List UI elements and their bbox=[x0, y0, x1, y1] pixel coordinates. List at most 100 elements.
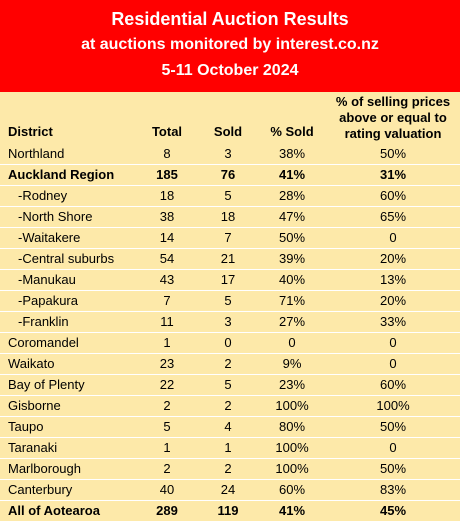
header-pct-above-line: rating valuation bbox=[326, 126, 460, 142]
cell-total: 18 bbox=[136, 186, 198, 207]
cell-pct-sold: 100% bbox=[258, 396, 326, 417]
cell-pct-sold: 38% bbox=[258, 144, 326, 165]
cell-pct-above-valuation: 83% bbox=[326, 480, 460, 501]
cell-total: 38 bbox=[136, 207, 198, 228]
cell-total: 43 bbox=[136, 270, 198, 291]
cell-sold: 17 bbox=[198, 270, 258, 291]
cell-pct-sold: 100% bbox=[258, 459, 326, 480]
cell-total: 54 bbox=[136, 249, 198, 270]
cell-total: 8 bbox=[136, 144, 198, 165]
cell-pct-above-valuation: 65% bbox=[326, 207, 460, 228]
cell-pct-sold: 50% bbox=[258, 228, 326, 249]
cell-pct-sold: 47% bbox=[258, 207, 326, 228]
cell-sold: 1 bbox=[198, 438, 258, 459]
cell-pct-sold: 23% bbox=[258, 375, 326, 396]
cell-pct-sold: 39% bbox=[258, 249, 326, 270]
cell-total: 5 bbox=[136, 417, 198, 438]
cell-district: Taupo bbox=[0, 417, 136, 438]
cell-district: Auckland Region bbox=[0, 165, 136, 186]
cell-pct-above-valuation: 50% bbox=[326, 417, 460, 438]
cell-sold: 4 bbox=[198, 417, 258, 438]
results-table: District Total Sold % Sold % of selling … bbox=[0, 92, 460, 521]
cell-pct-above-valuation: 0 bbox=[326, 354, 460, 375]
cell-pct-above-valuation: 20% bbox=[326, 249, 460, 270]
cell-sold: 3 bbox=[198, 144, 258, 165]
cell-total: 22 bbox=[136, 375, 198, 396]
cell-sold: 5 bbox=[198, 291, 258, 312]
cell-district: Canterbury bbox=[0, 480, 136, 501]
cell-pct-above-valuation: 100% bbox=[326, 396, 460, 417]
report-subtitle: at auctions monitored by interest.co.nz bbox=[0, 32, 460, 58]
cell-sold: 7 bbox=[198, 228, 258, 249]
cell-pct-above-valuation: 13% bbox=[326, 270, 460, 291]
cell-sold: 18 bbox=[198, 207, 258, 228]
cell-total: 2 bbox=[136, 396, 198, 417]
cell-pct-sold: 41% bbox=[258, 165, 326, 186]
cell-district: Coromandel bbox=[0, 333, 136, 354]
cell-district: Northland bbox=[0, 144, 136, 165]
cell-sold: 119 bbox=[198, 501, 258, 521]
cell-total: 1 bbox=[136, 333, 198, 354]
cell-pct-sold: 100% bbox=[258, 438, 326, 459]
cell-pct-above-valuation: 0 bbox=[326, 438, 460, 459]
cell-pct-sold: 71% bbox=[258, 291, 326, 312]
cell-pct-sold: 28% bbox=[258, 186, 326, 207]
cell-district: -Waitakere bbox=[0, 228, 136, 249]
cell-total: 185 bbox=[136, 165, 198, 186]
cell-district: Marlborough bbox=[0, 459, 136, 480]
header-pct-above-valuation: % of selling prices above or equal to ra… bbox=[326, 92, 460, 144]
report-dates: 5-11 October 2024 bbox=[0, 58, 460, 84]
cell-pct-above-valuation: 45% bbox=[326, 501, 460, 521]
cell-pct-above-valuation: 60% bbox=[326, 186, 460, 207]
cell-district: -Manukau bbox=[0, 270, 136, 291]
cell-pct-above-valuation: 0 bbox=[326, 333, 460, 354]
cell-total: 7 bbox=[136, 291, 198, 312]
cell-pct-above-valuation: 50% bbox=[326, 459, 460, 480]
cell-pct-sold: 40% bbox=[258, 270, 326, 291]
cell-district: Bay of Plenty bbox=[0, 375, 136, 396]
cell-pct-sold: 41% bbox=[258, 501, 326, 521]
cell-district: All of Aotearoa bbox=[0, 501, 136, 521]
cell-pct-sold: 80% bbox=[258, 417, 326, 438]
cell-sold: 3 bbox=[198, 312, 258, 333]
cell-total: 23 bbox=[136, 354, 198, 375]
report-title: Residential Auction Results bbox=[0, 6, 460, 32]
header-total: Total bbox=[136, 92, 198, 144]
cell-district: Taranaki bbox=[0, 438, 136, 459]
cell-sold: 5 bbox=[198, 186, 258, 207]
cell-sold: 2 bbox=[198, 459, 258, 480]
cell-total: 14 bbox=[136, 228, 198, 249]
cell-pct-sold: 60% bbox=[258, 480, 326, 501]
cell-district: Gisborne bbox=[0, 396, 136, 417]
cell-pct-above-valuation: 0 bbox=[326, 228, 460, 249]
cell-pct-above-valuation: 60% bbox=[326, 375, 460, 396]
cell-pct-above-valuation: 20% bbox=[326, 291, 460, 312]
cell-pct-sold: 0 bbox=[258, 333, 326, 354]
cell-district: -Rodney bbox=[0, 186, 136, 207]
cell-sold: 5 bbox=[198, 375, 258, 396]
cell-district: Waikato bbox=[0, 354, 136, 375]
header-pct-sold: % Sold bbox=[258, 92, 326, 144]
cell-sold: 0 bbox=[198, 333, 258, 354]
cell-total: 2 bbox=[136, 459, 198, 480]
cell-sold: 2 bbox=[198, 396, 258, 417]
cell-total: 1 bbox=[136, 438, 198, 459]
cell-pct-sold: 9% bbox=[258, 354, 326, 375]
cell-sold: 2 bbox=[198, 354, 258, 375]
header-pct-above-line: above or equal to bbox=[326, 110, 460, 126]
